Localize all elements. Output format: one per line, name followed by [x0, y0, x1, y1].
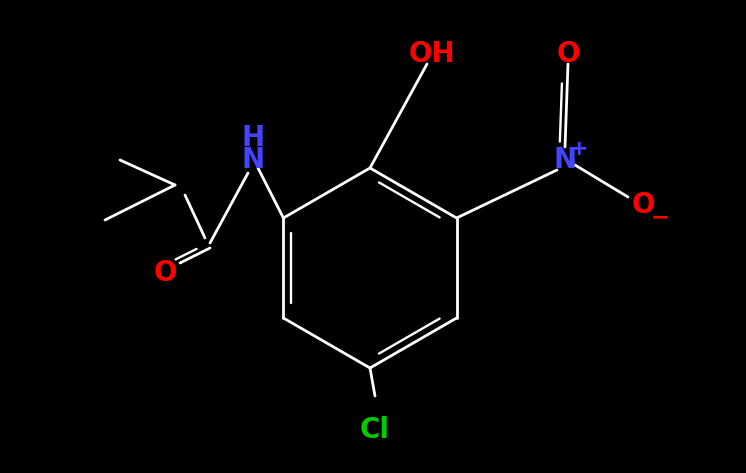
Text: N: N: [554, 146, 577, 174]
Text: N: N: [242, 146, 265, 174]
Text: Cl: Cl: [360, 416, 390, 444]
Text: O: O: [153, 259, 177, 287]
Text: −: −: [651, 207, 669, 227]
Text: O: O: [631, 191, 655, 219]
Text: +: +: [570, 139, 589, 159]
Text: H: H: [242, 124, 265, 152]
Text: OH: OH: [409, 40, 455, 68]
Text: O: O: [557, 40, 580, 68]
